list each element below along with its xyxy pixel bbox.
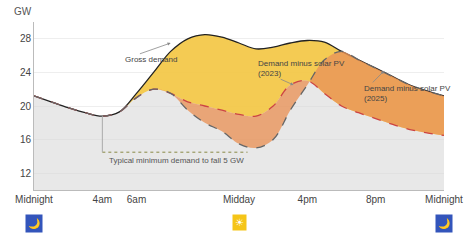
svg-text:28: 28: [20, 33, 32, 44]
svg-text:24: 24: [20, 67, 32, 78]
svg-text:8pm: 8pm: [366, 194, 385, 205]
svg-text:☀: ☀: [235, 217, 244, 228]
svg-text:16: 16: [20, 134, 32, 145]
svg-text:Midnight: Midnight: [425, 194, 463, 205]
svg-text:Demand minus solar PV(2025): Demand minus solar PV(2025): [364, 84, 451, 103]
svg-text:4pm: 4pm: [298, 194, 317, 205]
svg-text:20: 20: [20, 101, 32, 112]
svg-text:Gross demand: Gross demand: [125, 55, 177, 64]
svg-text:🌙: 🌙: [28, 217, 40, 230]
svg-text:Demand minus solar PV(2023): Demand minus solar PV(2023): [258, 59, 345, 78]
svg-text:GW: GW: [14, 6, 32, 17]
svg-text:Typical minimum demand to fall: Typical minimum demand to fall 5 GW: [109, 156, 244, 165]
svg-text:Midday: Midday: [223, 194, 255, 205]
svg-text:🌙: 🌙: [438, 217, 450, 230]
svg-text:6am: 6am: [127, 194, 146, 205]
svg-text:Midnight: Midnight: [15, 194, 53, 205]
svg-text:12: 12: [20, 168, 32, 179]
svg-text:4am: 4am: [93, 194, 112, 205]
